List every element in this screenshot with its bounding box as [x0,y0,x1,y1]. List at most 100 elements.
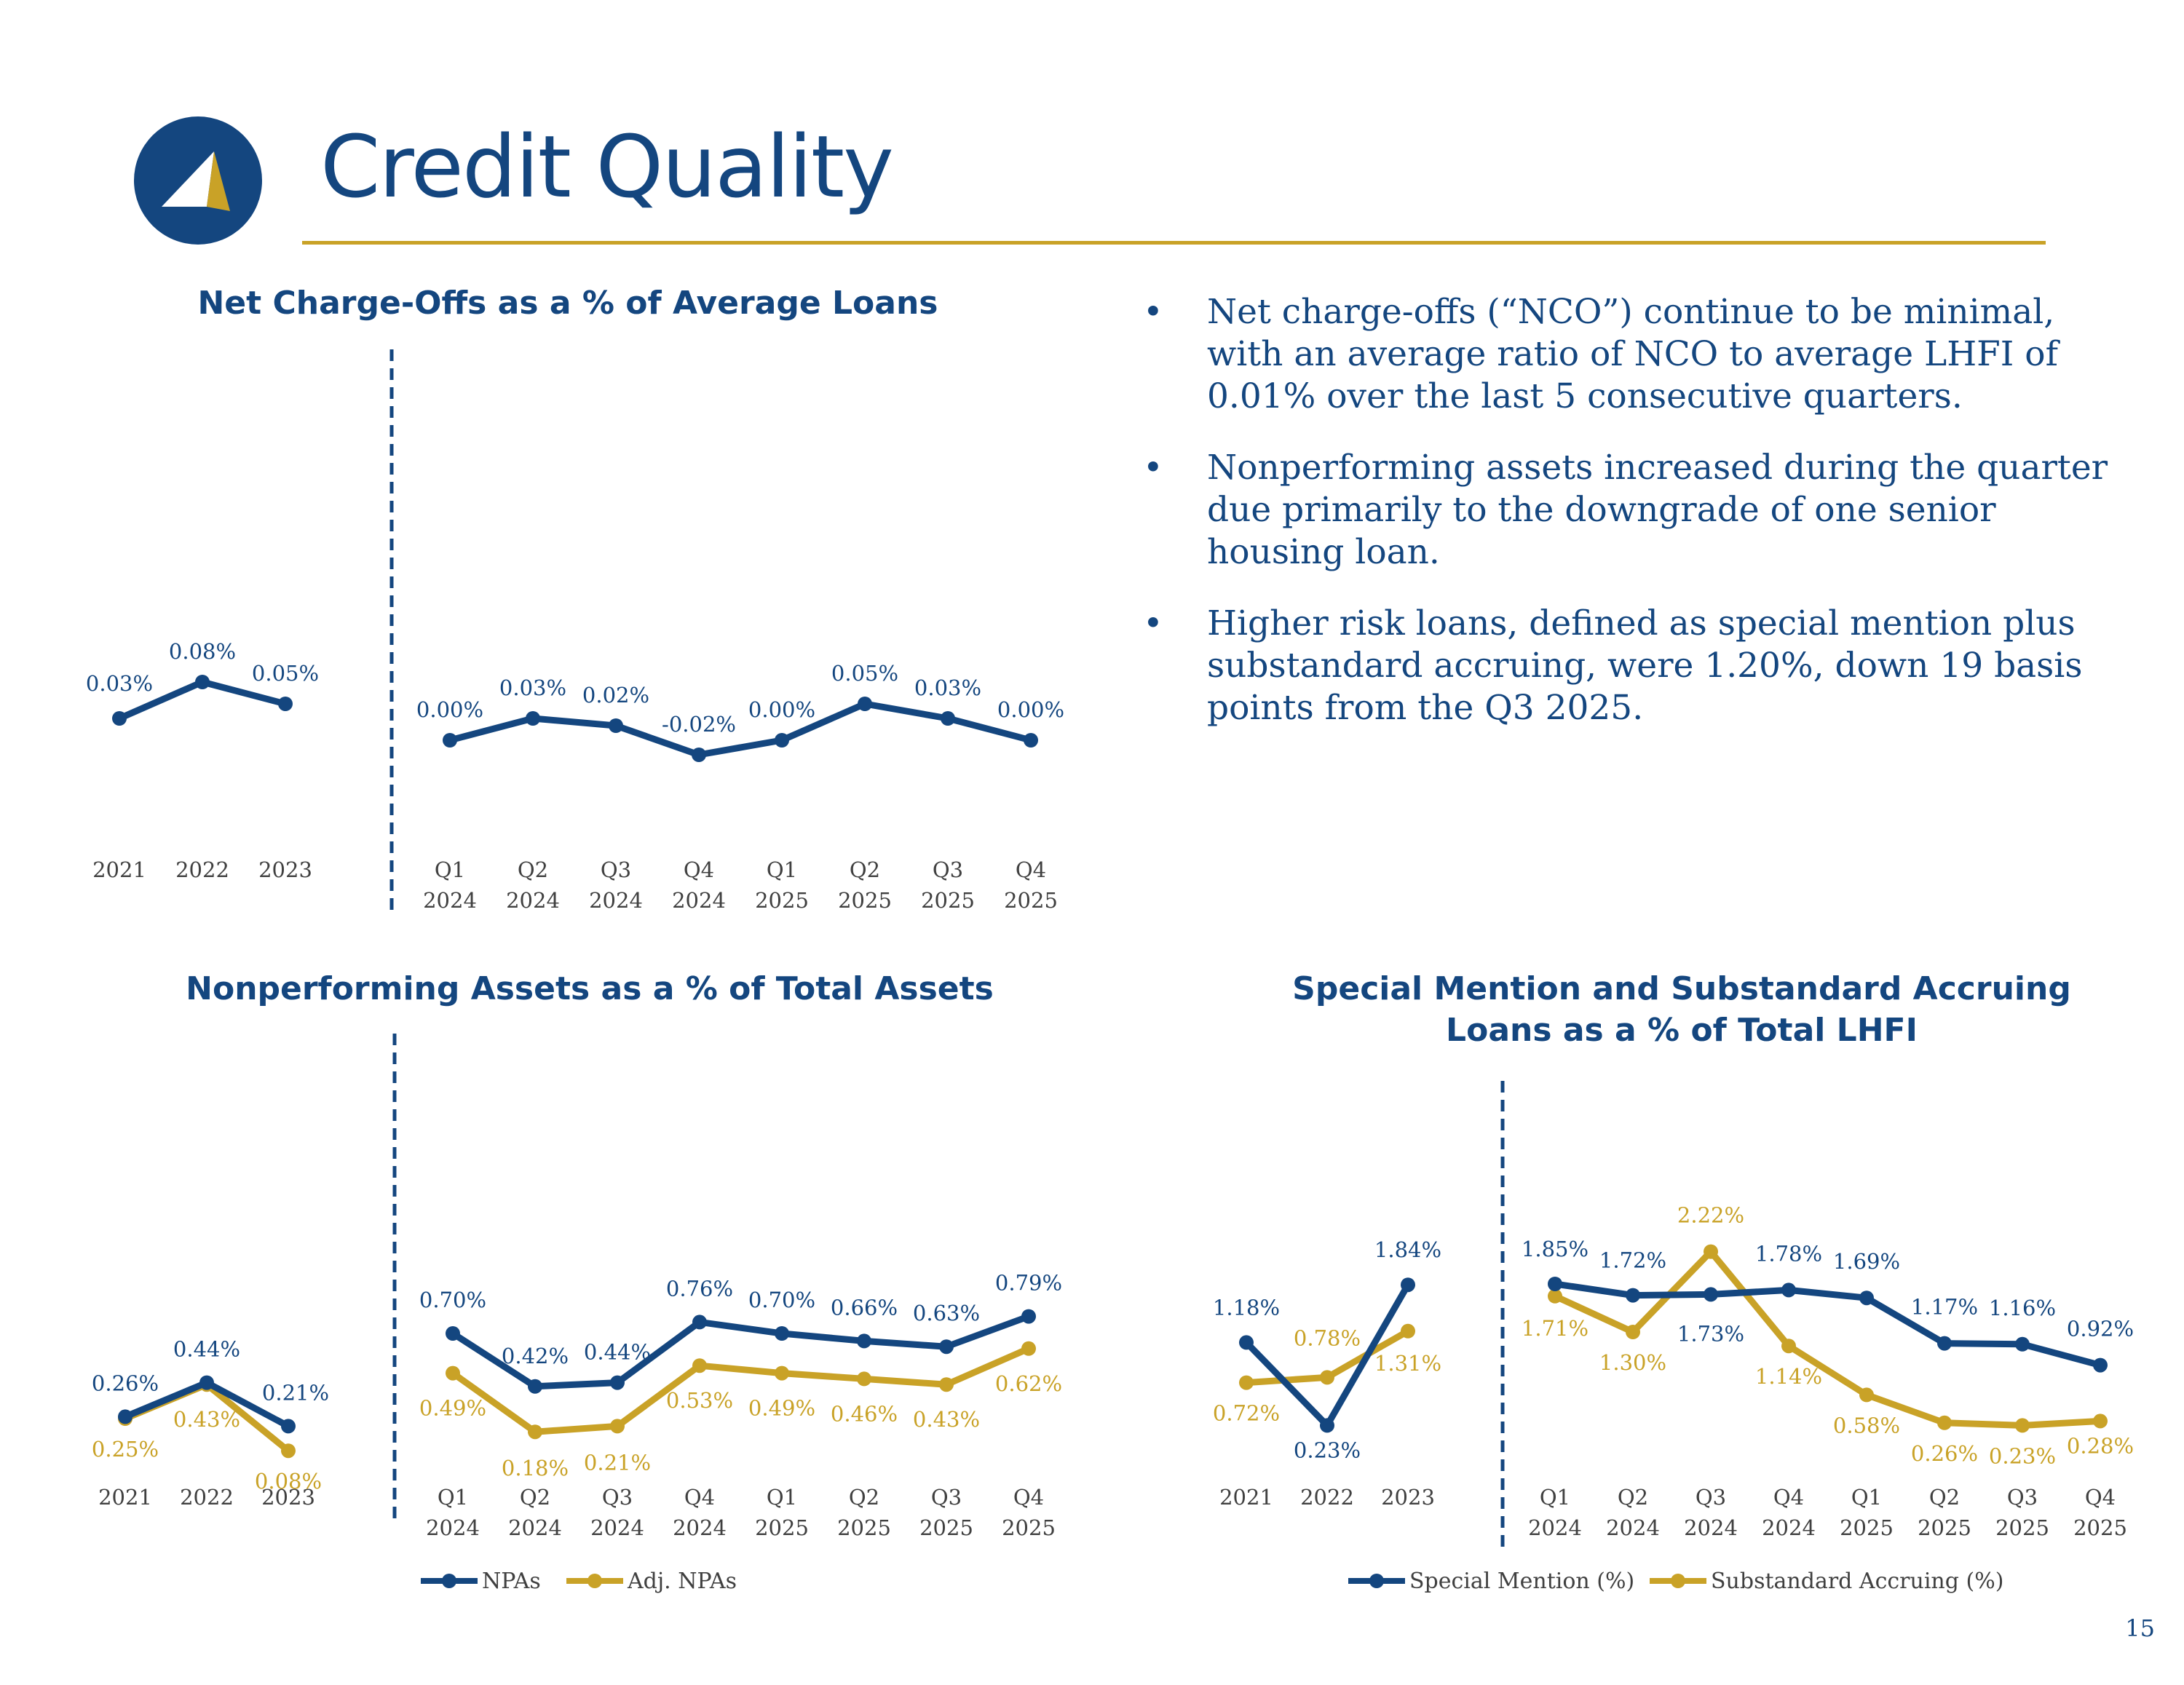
nco-quarterly-data-point [443,733,457,748]
npa-x-tick-label: Q2 [520,1485,550,1510]
nco-quarterly-series-line [446,700,1034,758]
sm-quarterly-data-point [2015,1336,2030,1352]
nco-x-tick-label: 2025 [1004,888,1058,913]
nco-x-tick-label: 2025 [921,888,975,913]
bullet-item: • Nonperforming assets increased during t… [1143,447,2111,574]
npa-x-tick-label: 2025 [919,1515,973,1540]
npa-data-label: 0.49% [748,1396,815,1421]
npa-x-tick-label: 2021 [98,1485,152,1510]
sm-data-label: 0.58% [1833,1413,1900,1438]
npa-data-label: 0.49% [419,1396,486,1421]
sm-data-label: 1.71% [1522,1316,1588,1341]
npa-x-tick-label: 2025 [837,1515,891,1540]
npa-x-tick-label: 2024 [508,1515,562,1540]
npa-quarterly-data-point [857,1333,871,1349]
sm-quarterly-data-point [1626,1325,1640,1339]
bullet-text-npa: Nonperforming assets increased during th… [1207,448,2108,572]
nco-data-label: 0.05% [252,661,319,686]
npa-annual-data-point [281,1419,296,1434]
npa-data-label: 0.44% [584,1340,651,1365]
npa-data-label: 0.46% [831,1401,898,1426]
npa-chart-title: Nonperforming Assets as a % of Total Ass… [186,970,994,1007]
npa-data-label: 0.63% [913,1301,980,1325]
npa-data-label: 0.26% [92,1371,159,1395]
sm-annual-data-point [1401,1323,1415,1339]
npa-data-label: 0.70% [748,1288,815,1312]
sm-chart-title-line2: Loans as a % of Total LHFI [1446,1012,1918,1050]
sm-annual-data-point [1239,1375,1254,1390]
sm-quarterly-data-point [1937,1415,1952,1430]
sm-quarterly-data-point [1626,1288,1640,1303]
npa-x-tick-label: 2024 [673,1515,727,1540]
sm-data-label: 0.26% [1911,1441,1978,1466]
nco-x-tick-label: Q2 [518,857,548,882]
bullet-item: • Higher risk loans, defined as special m… [1143,603,2111,729]
sm-data-label: 1.84% [1374,1237,1441,1262]
sm-quarterly-data-point [1781,1282,1796,1298]
npa-quarterly-data-point [528,1424,542,1440]
nco-quarterly-data-point [526,711,540,726]
sm-chart-title-line1: Special Mention and Substandard Accruing [1292,970,2071,1007]
nco-data-label: 0.03% [86,671,153,696]
sm-quarterly-data-point [2015,1418,2030,1433]
nco-x-tick-label: 2025 [838,888,892,913]
page-number: 15 [2125,1614,2155,1642]
nco-quarterly-data-point [609,718,623,733]
nco-x-tick-label: 2024 [506,888,560,913]
sm-legend-marker [1369,1574,1384,1588]
npa-quarterly-data-point [1021,1341,1036,1356]
npa-annual-data-point [118,1409,132,1424]
npa-data-label: 0.43% [173,1407,240,1432]
npa-x-tick-label: Q2 [849,1485,879,1510]
npa-quarterly-data-point [692,1358,707,1373]
npa-quarterly-data-point [446,1365,460,1381]
sm-quarterly-data-point [1704,1287,1718,1302]
npa-legend-marker [587,1574,602,1588]
sm-data-label: 1.69% [1833,1249,1900,1274]
npa-data-label: 0.43% [913,1407,980,1432]
npa-x-tick-label: 2022 [180,1485,234,1510]
npa-legend-label: NPAs [482,1569,541,1594]
sm-data-label: 2.22% [1677,1203,1744,1228]
npa-data-label: 0.66% [831,1295,898,1320]
nco-x-tick-label: 2021 [92,857,146,882]
sm-data-label: 0.78% [1294,1325,1361,1350]
bullet-dot: • [1143,292,1163,332]
sm-x-tick-label: Q2 [1618,1485,1648,1510]
bullet-dot: • [1143,603,1163,643]
sm-x-tick-label: 2025 [1840,1515,1894,1540]
npa-quarterly-data-point [528,1379,542,1394]
sm-quarterly-data-point [1937,1336,1952,1351]
sm-data-label: 1.16% [1989,1296,2056,1320]
npa-x-tick-label: Q1 [767,1485,797,1510]
nco-annual-data-point [112,711,127,726]
sm-data-label: 1.17% [1911,1295,1978,1320]
npa-quarterly-data-point [1021,1309,1036,1324]
sm-x-tick-label: 2025 [2073,1515,2127,1540]
nco-data-label: 0.00% [416,697,483,722]
sm-quarterly-data-point [1548,1277,1562,1291]
sm-x-tick-label: 2025 [1995,1515,2049,1540]
sm-data-label: 0.72% [1213,1401,1280,1426]
npa-x-tick-label: 2024 [426,1515,480,1540]
sm-data-label: 0.28% [2067,1433,2134,1458]
npa-x-tick-label: Q4 [684,1485,715,1510]
sm-x-tick-label: Q2 [1929,1485,1960,1510]
sm-quarterly-data-point [2093,1414,2108,1429]
npa-x-tick-label: 2024 [590,1515,644,1540]
page-title: Credit Quality [320,116,894,217]
npa-legend-marker [442,1574,456,1588]
sm-quarterly-series-line [1551,1280,2104,1369]
title-underline [302,241,2046,245]
bullet-dot: • [1143,448,1163,488]
sm-x-tick-label: 2023 [1381,1485,1435,1510]
nco-quarterly-data-point [858,697,872,711]
nco-data-label: 0.00% [748,697,815,722]
npa-quarterly-series-line [449,1345,1032,1435]
sm-quarterly-series-line [1551,1248,2104,1429]
npa-quarterly-data-point [610,1419,625,1434]
sm-quarterly-data-point [1859,1387,1874,1403]
nco-quarterly-data-point [941,711,955,726]
nco-x-tick-label: Q4 [684,857,714,882]
sm-data-label: 1.31% [1374,1351,1441,1376]
